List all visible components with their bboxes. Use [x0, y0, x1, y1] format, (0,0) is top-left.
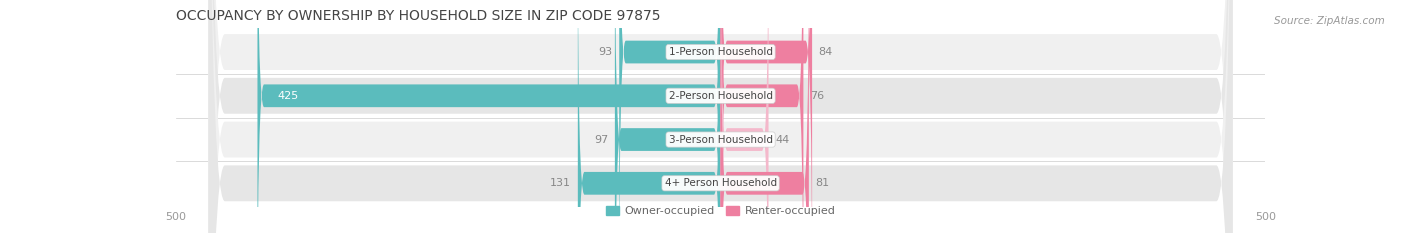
Legend: Owner-occupied, Renter-occupied: Owner-occupied, Renter-occupied	[606, 206, 835, 216]
FancyBboxPatch shape	[208, 0, 1233, 233]
Text: 131: 131	[550, 178, 571, 188]
FancyBboxPatch shape	[721, 0, 803, 233]
Text: 93: 93	[599, 47, 613, 57]
Text: 1-Person Household: 1-Person Household	[669, 47, 772, 57]
FancyBboxPatch shape	[721, 0, 808, 233]
FancyBboxPatch shape	[208, 0, 1233, 233]
FancyBboxPatch shape	[578, 0, 721, 233]
Text: 425: 425	[277, 91, 298, 101]
Text: 76: 76	[810, 91, 824, 101]
Text: 81: 81	[815, 178, 830, 188]
Text: 2-Person Household: 2-Person Household	[669, 91, 772, 101]
FancyBboxPatch shape	[721, 0, 769, 233]
FancyBboxPatch shape	[614, 0, 721, 233]
Text: OCCUPANCY BY OWNERSHIP BY HOUSEHOLD SIZE IN ZIP CODE 97875: OCCUPANCY BY OWNERSHIP BY HOUSEHOLD SIZE…	[176, 9, 661, 23]
Text: 84: 84	[818, 47, 832, 57]
Text: 4+ Person Household: 4+ Person Household	[665, 178, 776, 188]
FancyBboxPatch shape	[257, 0, 721, 233]
Text: 3-Person Household: 3-Person Household	[669, 134, 772, 144]
FancyBboxPatch shape	[619, 0, 721, 233]
Text: Source: ZipAtlas.com: Source: ZipAtlas.com	[1274, 16, 1385, 26]
FancyBboxPatch shape	[721, 0, 813, 233]
Text: 44: 44	[775, 134, 789, 144]
Text: 97: 97	[595, 134, 609, 144]
FancyBboxPatch shape	[208, 0, 1233, 233]
FancyBboxPatch shape	[208, 0, 1233, 233]
